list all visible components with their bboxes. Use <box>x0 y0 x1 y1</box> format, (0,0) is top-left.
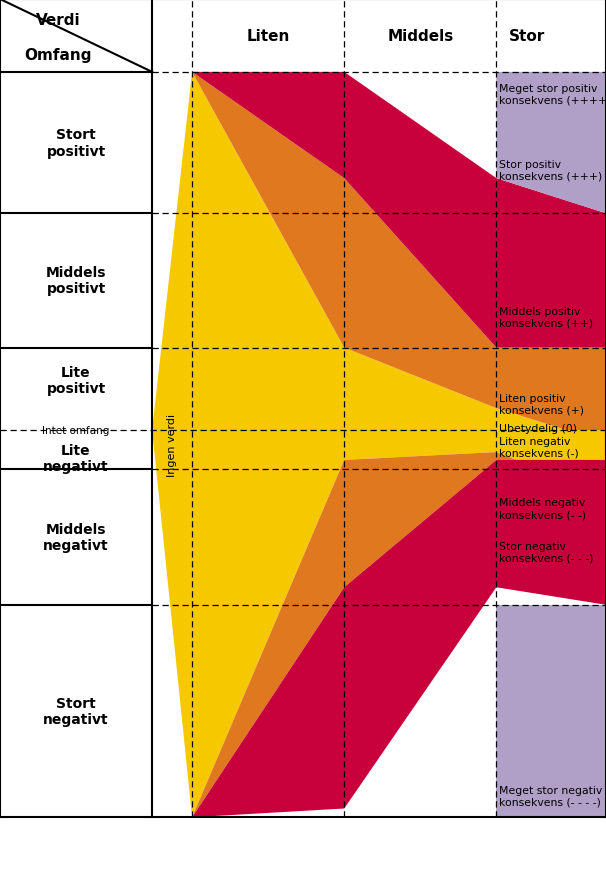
Text: Stor positiv
konsekvens (+++): Stor positiv konsekvens (+++) <box>499 160 602 181</box>
Text: Middels
positivt: Middels positivt <box>46 266 106 296</box>
Text: Liten: Liten <box>247 29 290 44</box>
Text: Liten positiv
konsekvens (+): Liten positiv konsekvens (+) <box>499 394 584 415</box>
Polygon shape <box>152 73 606 443</box>
Polygon shape <box>152 431 606 817</box>
Text: Liten negativ
konsekvens (-): Liten negativ konsekvens (-) <box>499 437 579 458</box>
Text: Middels
negativt: Middels negativt <box>43 522 109 553</box>
Text: Omfang: Omfang <box>24 48 92 63</box>
Polygon shape <box>152 73 606 431</box>
Polygon shape <box>496 73 606 214</box>
Text: Meget stor negativ
konsekvens (- - - -): Meget stor negativ konsekvens (- - - -) <box>499 785 602 806</box>
Text: Ingen verdi: Ingen verdi <box>167 414 177 476</box>
Text: Stor: Stor <box>509 29 545 44</box>
Text: Middels negativ
konsekvens (- -): Middels negativ konsekvens (- -) <box>499 498 587 519</box>
Polygon shape <box>496 605 606 817</box>
Polygon shape <box>152 431 606 817</box>
Text: Middels: Middels <box>387 29 453 44</box>
Text: Middels positiv
konsekvens (++): Middels positiv konsekvens (++) <box>499 307 593 328</box>
Text: Ubetydelig (0): Ubetydelig (0) <box>499 424 578 434</box>
Text: Lite
negativt: Lite negativt <box>43 444 109 474</box>
Text: Stort
positivt: Stort positivt <box>47 128 105 159</box>
Text: Lite
positivt: Lite positivt <box>47 366 105 396</box>
Text: Verdi: Verdi <box>36 13 80 28</box>
Polygon shape <box>152 431 606 817</box>
Polygon shape <box>152 73 606 443</box>
Text: Stort
negativt: Stort negativt <box>43 696 109 726</box>
Text: Intet omfang: Intet omfang <box>42 425 110 436</box>
Text: Meget stor positiv
konsekvens (++++): Meget stor positiv konsekvens (++++) <box>499 84 606 105</box>
Text: Stor negativ
konsekvens (- - -): Stor negativ konsekvens (- - -) <box>499 542 594 563</box>
